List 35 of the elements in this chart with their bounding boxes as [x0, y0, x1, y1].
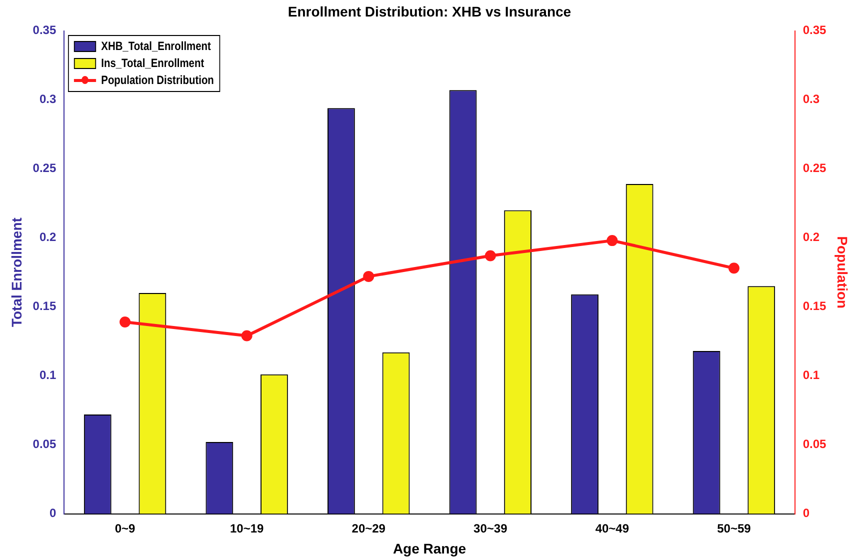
x-tick-label: 50~59 [717, 521, 752, 536]
y-tick-label: 0.1 [39, 368, 56, 382]
y2-tick-label: 0.05 [802, 437, 827, 452]
point [120, 316, 131, 328]
x-tick-label: 10~19 [230, 521, 264, 536]
y-tick-label: 0 [49, 506, 56, 520]
legend-label: Ins_Total_Enrollment [101, 56, 204, 70]
y2-axis-title: Population [834, 236, 851, 308]
y2-tick-label: 0.25 [802, 161, 827, 176]
legend-label: Population Distribution [101, 73, 214, 88]
x-axis-title: Age Range [392, 540, 466, 556]
chart-title: Enrollment Distribution: XHB vs Insurance [288, 3, 572, 20]
y2-tick-label: 0 [802, 506, 810, 520]
y-tick-label: 0.05 [32, 437, 56, 452]
x-tick-label: 40~49 [595, 521, 630, 536]
y-tick-label: 0.2 [39, 230, 56, 244]
point [728, 262, 740, 274]
y-axis-title: Total Enrollment [8, 217, 24, 328]
y2-tick-label: 0.2 [802, 230, 820, 244]
x-tick-label: 30~39 [474, 521, 508, 536]
x-tick-label: 20~29 [352, 521, 386, 536]
x-tick-label: 0~9 [114, 521, 136, 536]
legend-label: XHB_Total_Enrollment [101, 39, 212, 54]
point [484, 250, 496, 262]
y-tick-label: 0.3 [39, 92, 56, 106]
y2-tick-label: 0.35 [802, 23, 827, 38]
y-tick-label: 0.15 [32, 299, 56, 314]
y-tick-label: 0.25 [32, 161, 56, 176]
point [606, 235, 618, 246]
y2-tick-label: 0.1 [802, 368, 820, 382]
point [241, 330, 252, 342]
y2-tick-label: 0.15 [802, 299, 827, 314]
y2-tick-label: 0.3 [802, 92, 820, 106]
y-tick-label: 0.35 [32, 23, 56, 38]
point [363, 270, 374, 282]
